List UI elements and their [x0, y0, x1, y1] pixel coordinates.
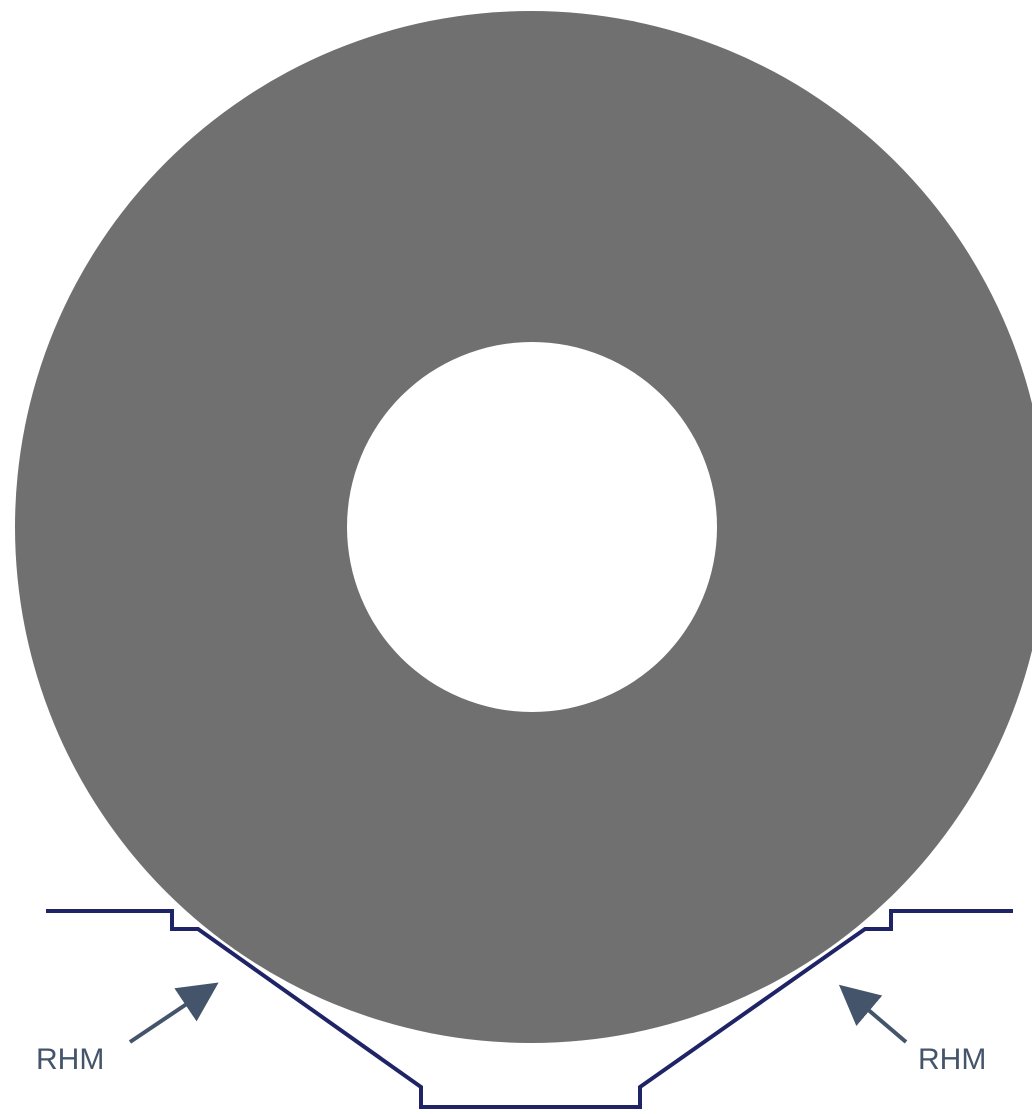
rhm-right-label: RHM — [918, 1043, 986, 1076]
rhm-right-arrow — [838, 984, 908, 1044]
rhm-left-arrow — [128, 982, 219, 1044]
holder-profile — [46, 909, 1013, 1109]
rhm-left-label: RHM — [36, 1043, 104, 1076]
ring-bore — [347, 342, 717, 712]
